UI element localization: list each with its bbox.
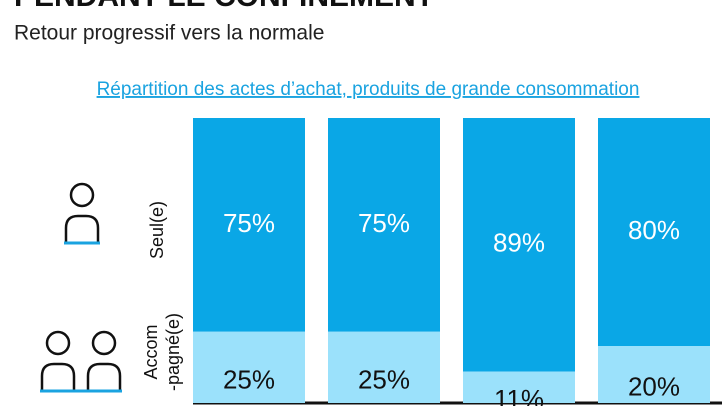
value-label: 75% xyxy=(358,208,410,238)
bar-segment xyxy=(328,118,440,332)
people-icon xyxy=(40,330,122,390)
value-label: 25% xyxy=(223,364,275,394)
value-label: 80% xyxy=(628,215,680,245)
person-icon xyxy=(64,182,100,242)
legend-label: Seul(e) xyxy=(147,201,167,259)
value-label: 20% xyxy=(628,371,680,401)
chart-subtitle: Retour progressif vers la normale xyxy=(14,22,324,45)
bar-segment xyxy=(193,118,305,332)
value-label: 25% xyxy=(358,364,410,394)
bar-segment xyxy=(463,118,575,372)
chart-title: PENDANT LE CONFINEMENT xyxy=(14,0,434,13)
legend-label: -pagné(e) xyxy=(163,313,183,391)
value-label: 75% xyxy=(223,208,275,238)
value-label: 11% xyxy=(494,384,544,406)
bar-segment xyxy=(598,118,710,346)
legend-label: Accom xyxy=(141,324,161,379)
bar-segment xyxy=(463,371,575,403)
bar-segment xyxy=(598,346,710,403)
bar-segment xyxy=(328,331,440,403)
value-label: 89% xyxy=(493,228,545,258)
link[interactable]: Répartition des actes d’achat, produits … xyxy=(97,79,640,100)
bar-segment xyxy=(193,331,305,403)
